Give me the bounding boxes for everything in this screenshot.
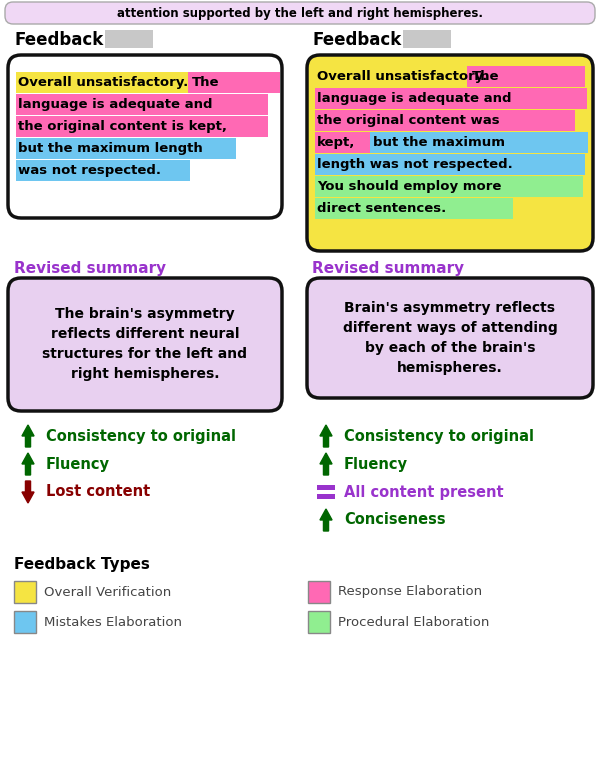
Text: The brain's asymmetry
reflects different neural
structures for the left and
righ: The brain's asymmetry reflects different…: [43, 307, 248, 381]
Text: the original content was: the original content was: [317, 114, 500, 127]
Bar: [315, 176, 583, 197]
Bar: [315, 88, 587, 109]
Text: You should employ more: You should employ more: [317, 180, 502, 193]
Bar: [467, 66, 585, 87]
FancyBboxPatch shape: [8, 55, 282, 218]
FancyBboxPatch shape: [307, 55, 593, 251]
Text: Lost content: Lost content: [46, 484, 150, 500]
Text: All content present: All content present: [344, 484, 503, 500]
Bar: [14, 581, 36, 603]
Text: attention supported by the left and right hemispheres.: attention supported by the left and righ…: [117, 6, 483, 19]
FancyBboxPatch shape: [5, 2, 595, 24]
Bar: [16, 94, 268, 115]
Bar: [317, 494, 335, 499]
Bar: [315, 198, 513, 219]
FancyBboxPatch shape: [8, 278, 282, 411]
Text: Brain's asymmetry reflects
different ways of attending
by each of the brain's
he: Brain's asymmetry reflects different way…: [343, 301, 557, 375]
Text: Feedback: Feedback: [312, 31, 401, 49]
Text: The: The: [472, 70, 499, 83]
Text: Response Elaboration: Response Elaboration: [338, 586, 482, 598]
Polygon shape: [320, 453, 332, 475]
Text: but the maximum length: but the maximum length: [18, 142, 203, 155]
Text: language is adequate and: language is adequate and: [18, 98, 212, 111]
Polygon shape: [22, 481, 34, 503]
Text: but the maximum: but the maximum: [373, 136, 505, 149]
Bar: [16, 160, 190, 181]
Text: the original content is kept,: the original content is kept,: [18, 120, 227, 133]
Bar: [403, 30, 451, 48]
Text: Feedback: Feedback: [14, 31, 103, 49]
Bar: [16, 72, 188, 93]
Text: Revised summary: Revised summary: [14, 261, 166, 275]
Bar: [308, 581, 330, 603]
Text: Procedural Elaboration: Procedural Elaboration: [338, 615, 490, 629]
Bar: [188, 72, 280, 93]
Bar: [370, 132, 588, 153]
Text: Fluency: Fluency: [46, 456, 110, 472]
Text: Overall unsatisfactory.: Overall unsatisfactory.: [317, 70, 487, 83]
Text: was not respected.: was not respected.: [18, 164, 161, 177]
Polygon shape: [320, 509, 332, 531]
Text: Overall unsatisfactory.: Overall unsatisfactory.: [18, 76, 188, 89]
Bar: [315, 132, 370, 153]
FancyBboxPatch shape: [307, 278, 593, 398]
Text: Consistency to original: Consistency to original: [344, 428, 534, 444]
Bar: [16, 138, 236, 159]
Text: Revised summary: Revised summary: [312, 261, 464, 275]
Polygon shape: [22, 425, 34, 447]
Text: Mistakes Elaboration: Mistakes Elaboration: [44, 615, 182, 629]
Text: Consistency to original: Consistency to original: [46, 428, 236, 444]
Bar: [14, 611, 36, 633]
Text: language is adequate and: language is adequate and: [317, 92, 511, 105]
Text: Fluency: Fluency: [344, 456, 408, 472]
Text: kept,: kept,: [317, 136, 355, 149]
Text: The: The: [192, 76, 220, 89]
Bar: [315, 154, 585, 175]
Bar: [16, 116, 268, 137]
Polygon shape: [22, 453, 34, 475]
Bar: [308, 611, 330, 633]
Text: length was not respected.: length was not respected.: [317, 158, 513, 171]
Text: Conciseness: Conciseness: [344, 512, 446, 528]
Text: Overall Verification: Overall Verification: [44, 586, 171, 598]
Text: direct sentences.: direct sentences.: [317, 202, 446, 215]
Bar: [315, 110, 575, 131]
Polygon shape: [320, 425, 332, 447]
Text: Feedback Types: Feedback Types: [14, 557, 150, 573]
Bar: [105, 30, 153, 48]
Bar: [317, 485, 335, 490]
